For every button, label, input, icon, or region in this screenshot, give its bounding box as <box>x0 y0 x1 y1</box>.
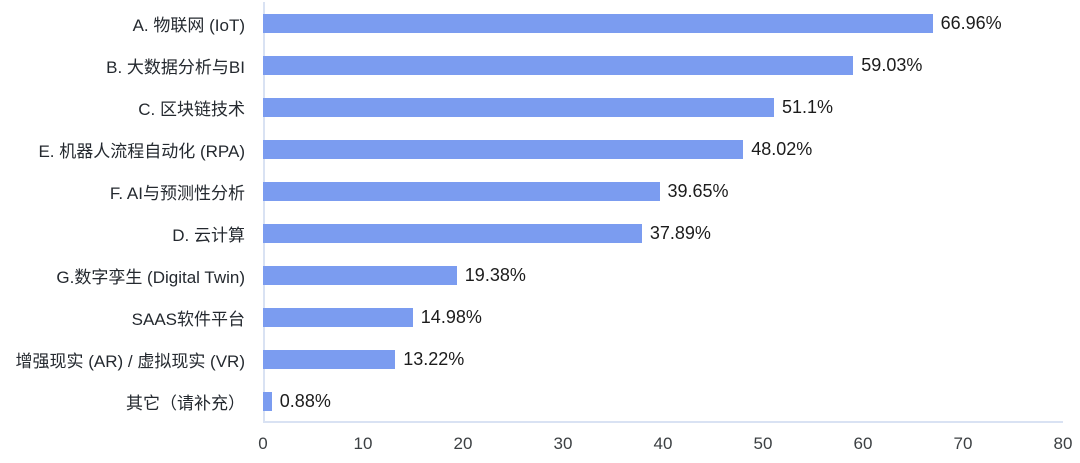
value-label: 14.98% <box>420 307 482 328</box>
value-label: 0.88% <box>279 391 331 412</box>
bar <box>263 350 396 370</box>
chart-row: A. 物联网 (IoT) 66.96% <box>0 2 1080 44</box>
chart-row: D. 云计算 37.89% <box>0 213 1080 255</box>
value-label: 48.02% <box>751 138 813 159</box>
category-label: A. 物联网 (IoT) <box>132 15 245 35</box>
x-axis-tick-label: 40 <box>653 434 673 453</box>
plot-area <box>263 2 1063 423</box>
x-axis-tick-label: 20 <box>453 434 473 453</box>
category-label: E. 机器人流程自动化 (RPA) <box>38 141 245 161</box>
category-label: G.数字孪生 (Digital Twin) <box>56 268 245 288</box>
x-axis-tick-label: 30 <box>553 434 573 453</box>
value-label: 13.22% <box>403 349 465 370</box>
value-label: 37.89% <box>649 223 711 244</box>
bar <box>263 97 774 117</box>
value-label: 19.38% <box>464 265 526 286</box>
bar <box>263 224 642 244</box>
chart-row: SAAS软件平台 14.98% <box>0 297 1080 339</box>
chart-row: 其它（请补充） 0.88% <box>0 381 1080 423</box>
value-label: 59.03% <box>861 54 923 75</box>
bar <box>263 308 413 328</box>
bar <box>263 181 660 201</box>
category-label: D. 云计算 <box>172 226 245 246</box>
bar <box>263 13 933 33</box>
x-axis-tick-label: 0 <box>258 434 268 453</box>
chart-row: 增强现实 (AR) / 虚拟现实 (VR) 13.22% <box>0 339 1080 381</box>
chart-row: G.数字孪生 (Digital Twin) 19.38% <box>0 255 1080 297</box>
category-label: F. AI与预测性分析 <box>109 183 245 203</box>
value-label: 39.65% <box>667 180 729 201</box>
x-axis-tick-label: 60 <box>853 434 873 453</box>
chart-row: B. 大数据分析与BI 59.03% <box>0 44 1080 86</box>
value-label: 51.1% <box>782 96 834 117</box>
x-axis-tick-label: 50 <box>753 434 773 453</box>
bar <box>263 55 854 75</box>
category-label: C. 区块链技术 <box>138 99 245 119</box>
category-label: 其它（请补充） <box>126 394 245 414</box>
x-axis-tick-label: 80 <box>1053 434 1073 453</box>
bar <box>263 139 744 159</box>
chart-row: F. AI与预测性分析 39.65% <box>0 170 1080 212</box>
category-label: B. 大数据分析与BI <box>106 57 245 77</box>
category-label: 增强现实 (AR) / 虚拟现实 (VR) <box>15 352 246 372</box>
category-label: SAAS软件平台 <box>131 310 245 330</box>
chart-row: E. 机器人流程自动化 (RPA) 48.02% <box>0 128 1080 170</box>
bar <box>263 266 457 286</box>
x-axis-tick-label: 10 <box>353 434 373 453</box>
value-label: 66.96% <box>940 12 1002 33</box>
x-axis-tick-label: 70 <box>953 434 973 453</box>
chart-row: C. 区块链技术 51.1% <box>0 86 1080 128</box>
bar <box>263 392 272 412</box>
